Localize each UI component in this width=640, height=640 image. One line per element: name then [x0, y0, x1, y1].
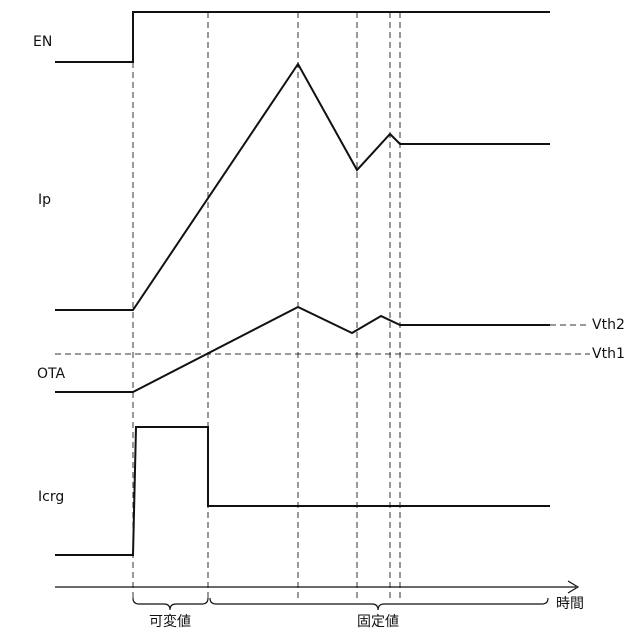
- signal-label: Icrg: [38, 489, 64, 505]
- period-label: 固定値: [357, 614, 399, 630]
- en-waveform: [55, 12, 550, 62]
- axis-label: 時間: [556, 596, 584, 612]
- ip-waveform: [55, 64, 550, 310]
- signal-label: Ip: [38, 192, 51, 208]
- threshold-label: Vth2: [592, 317, 625, 333]
- icrg-waveform: [55, 427, 550, 555]
- sync-lines: [133, 12, 400, 598]
- period-label: 可変値: [149, 613, 191, 630]
- timing-diagram: EN Ip OTA Icrg Vth2 Vth1 時間 可変値 固定値: [0, 0, 640, 640]
- brace: [133, 598, 208, 610]
- ota-waveform: [55, 307, 550, 392]
- signal-label: OTA: [37, 366, 65, 382]
- threshold-label: Vth1: [592, 346, 625, 362]
- signal-label: EN: [33, 34, 52, 50]
- brace: [210, 598, 548, 610]
